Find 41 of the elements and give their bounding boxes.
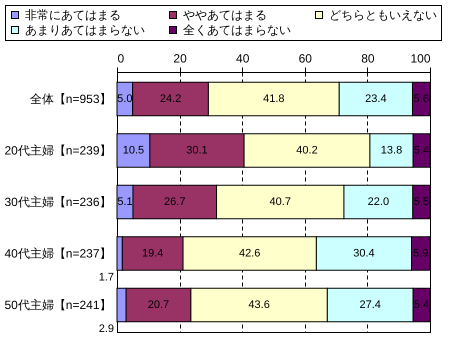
data-label: 19.4 [142,247,164,260]
data-label: 5.9 [413,247,428,260]
data-label: 2.9 [98,322,114,335]
data-label: 10.5 [122,144,144,157]
x-tick-label: 40 [236,52,250,66]
legend-label: 全くあてはまらない [183,23,291,37]
data-label: 5.1 [117,196,133,208]
data-label: 5.6 [414,93,429,106]
data-label: 23.4 [365,93,387,106]
x-tick-label: 60 [298,52,312,66]
data-label: 5.0 [117,93,132,106]
x-tick-label: 100 [410,52,431,66]
data-label: 5.4 [414,144,430,157]
data-label: 20.7 [148,298,170,311]
data-label: 30.4 [353,247,375,260]
data-label: 27.4 [360,298,381,311]
y-tick-label: 30代主婦【n=236】 [4,195,112,209]
data-label: 5.5 [414,196,430,208]
data-label: 42.6 [239,247,260,260]
data-label: 30.1 [186,144,208,157]
data-label: 1.7 [98,271,114,284]
x-tick-label: 80 [361,52,375,66]
y-tick-label: 全体【n=953】 [30,92,112,106]
data-label: 40.7 [270,196,291,208]
data-label: 13.8 [380,144,402,157]
data-label: 22.0 [368,196,390,208]
data-label: 43.6 [248,298,270,311]
x-tick-label: 0 [118,52,124,66]
legend-label: あまりあてはまらない [25,23,145,37]
y-tick-label: 50代主婦【n=241】 [4,298,112,312]
legend-label: 非常にあてはまる [25,8,121,22]
data-label: 5.4 [414,298,430,311]
legend-label: ややあてはまる [183,8,267,22]
y-tick-label: 20代主婦【n=239】 [4,144,112,158]
data-label: 41.8 [263,93,285,106]
legend-label: どちらともいえない [329,8,437,22]
data-label: 26.7 [164,196,186,208]
y-tick-label: 40代主婦【n=237】 [4,246,112,260]
data-label: 40.2 [296,144,318,157]
data-label: 24.2 [160,93,182,106]
x-tick-label: 20 [173,52,188,66]
